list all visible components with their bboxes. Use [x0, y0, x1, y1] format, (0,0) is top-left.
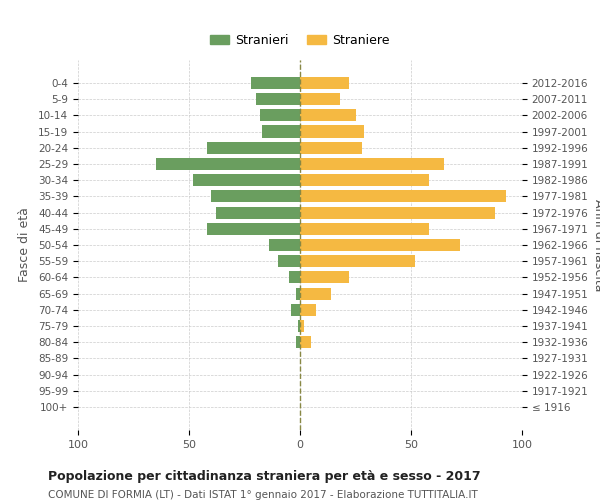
Bar — [300, 206, 496, 218]
Bar — [300, 158, 444, 170]
Bar — [251, 77, 300, 89]
Bar — [278, 255, 300, 268]
Bar — [300, 222, 429, 235]
Bar — [256, 93, 300, 105]
Bar — [300, 320, 304, 332]
Bar — [156, 158, 300, 170]
Bar — [300, 174, 429, 186]
Y-axis label: Anni di nascita: Anni di nascita — [592, 198, 600, 291]
Bar — [300, 190, 506, 202]
Bar — [300, 142, 362, 154]
Bar — [207, 222, 300, 235]
Bar — [289, 272, 300, 283]
Bar — [300, 109, 355, 122]
Bar — [269, 239, 300, 251]
Bar — [193, 174, 300, 186]
Bar — [262, 126, 300, 138]
Bar — [215, 206, 300, 218]
Bar — [300, 336, 311, 348]
Bar — [300, 272, 349, 283]
Bar — [291, 304, 300, 316]
Bar — [296, 288, 300, 300]
Bar — [300, 126, 364, 138]
Text: COMUNE DI FORMIA (LT) - Dati ISTAT 1° gennaio 2017 - Elaborazione TUTTITALIA.IT: COMUNE DI FORMIA (LT) - Dati ISTAT 1° ge… — [48, 490, 478, 500]
Text: Popolazione per cittadinanza straniera per età e sesso - 2017: Popolazione per cittadinanza straniera p… — [48, 470, 481, 483]
Bar — [300, 288, 331, 300]
Bar — [207, 142, 300, 154]
Bar — [211, 190, 300, 202]
Bar — [260, 109, 300, 122]
Bar — [298, 320, 300, 332]
Y-axis label: Fasce di età: Fasce di età — [18, 208, 31, 282]
Bar — [300, 255, 415, 268]
Bar — [300, 93, 340, 105]
Bar — [300, 239, 460, 251]
Legend: Stranieri, Straniere: Stranieri, Straniere — [205, 29, 395, 52]
Bar — [300, 77, 349, 89]
Bar — [300, 304, 316, 316]
Bar — [296, 336, 300, 348]
